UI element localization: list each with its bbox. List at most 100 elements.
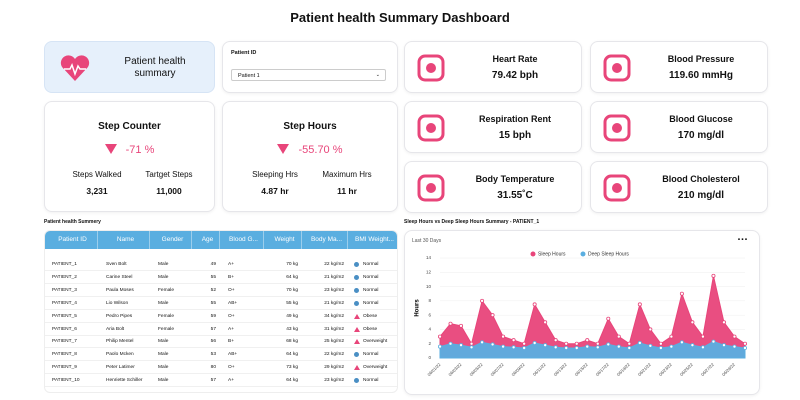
y-tick-label: 14: [426, 255, 432, 260]
chart-title: Sleep Hours vs Deep Sleep Hours Summary …: [404, 219, 540, 225]
table-cell: Pedro Pipes: [106, 313, 133, 319]
vital-card: Blood Glucose 170 mg/dl: [590, 101, 768, 153]
point: [522, 345, 527, 350]
table-cell: Carine Steel: [106, 274, 133, 280]
vital-icon: [603, 54, 631, 82]
step-change: -71 %: [45, 144, 214, 156]
table-cell: PATIENT_8: [52, 352, 77, 358]
table-cell: 53: [210, 352, 216, 358]
table-cell: 56: [210, 339, 216, 345]
bmi-icon: [354, 378, 359, 384]
table-cell: Paula Moses: [106, 287, 134, 293]
point: [522, 341, 527, 346]
column-header: Age: [196, 231, 220, 249]
point: [606, 342, 611, 347]
point: [585, 344, 590, 349]
table-cell: PATIENT_2: [52, 274, 77, 280]
column-header: BMI Weight...: [352, 231, 397, 249]
table-cell: 43 kg: [286, 326, 298, 332]
y-tick-label: 10: [426, 284, 432, 289]
table-cell: 55 kg: [286, 300, 298, 306]
point: [543, 343, 548, 348]
table-cell: 70 kg: [286, 262, 298, 267]
point: [595, 345, 600, 350]
table-cell: A+: [228, 262, 235, 267]
row-line: [45, 347, 397, 349]
step-card: Step Hours -55.70 % Sleeping Hrs 4.87 hr Max…: [222, 101, 398, 212]
step-title: Step Hours: [283, 121, 337, 132]
point: [585, 338, 590, 343]
stat-label: Tartget Steps: [145, 170, 193, 179]
patient-dropdown[interactable]: Patient 1 ⌄: [231, 69, 386, 81]
table-cell: 59: [210, 313, 216, 319]
chart-menu[interactable]: …: [737, 231, 748, 243]
x-tick-label: 06/17/22: [595, 361, 611, 377]
point: [511, 345, 516, 350]
vital-label: Blood Pressure: [667, 54, 735, 64]
table-cell: 49: [210, 262, 216, 267]
table-cell: Female: [158, 287, 174, 293]
dropdown-arrow: ⌄: [375, 72, 380, 78]
table-cell: A+: [228, 326, 235, 332]
point: [480, 340, 485, 345]
x-tick-label: 06/23/22: [658, 361, 674, 377]
table-cell: 52: [210, 287, 216, 293]
point: [543, 320, 548, 325]
table-cell: 64 kg: [286, 274, 298, 280]
vital-label: Blood Cholesterol: [662, 174, 740, 184]
point: [743, 345, 748, 350]
table-header: Patient ID Name Gender Age Blood G... Weight B…: [45, 231, 397, 249]
table-cell: Overweight: [363, 339, 388, 345]
table-cell: Obese: [363, 313, 378, 319]
column-header: Name: [102, 231, 150, 249]
table: Patient ID Name Gender Age Blood G... Weight B…: [44, 230, 398, 393]
y-tick-label: 2: [428, 341, 431, 346]
vital-label: Body Temperature: [475, 174, 555, 184]
point: [574, 341, 579, 346]
table-cell: 31 kg/m2: [324, 326, 344, 332]
point: [511, 338, 516, 343]
bmi-icon: [354, 287, 359, 293]
bmi-icon: [354, 274, 359, 280]
x-tick-label: 06/27/22: [700, 361, 716, 377]
table-cell: 49 kg: [286, 313, 298, 319]
row-line: [45, 295, 397, 297]
table-cell: 64 kg: [286, 352, 298, 358]
row-line: [45, 386, 397, 388]
vital-card: Blood Cholesterol 210 mg/dl: [590, 161, 768, 213]
stat-value: 3,231: [86, 186, 108, 196]
point: [437, 334, 442, 339]
vital-icon: [417, 54, 445, 82]
vital-value: 15 bph: [498, 130, 532, 141]
x-tick-label: 06/13/22: [553, 361, 569, 377]
table-cell: PATIENT_5: [52, 313, 77, 319]
summary-card: Patient health summary: [44, 41, 215, 93]
chart-subtitle: Last 30 Days: [412, 238, 442, 244]
table-cell: Normal: [363, 287, 379, 293]
table-cell: 55: [210, 274, 216, 280]
point: [627, 341, 632, 346]
point: [564, 345, 569, 350]
point: [574, 345, 579, 350]
page-title: Patient health Summary Dashboard: [290, 10, 510, 25]
patient-card card: Patient ID Patient 1 ⌄: [222, 41, 398, 93]
point: [700, 345, 705, 350]
vital-label: Heart Rate: [492, 54, 538, 64]
point: [606, 316, 611, 321]
table-cell: Obese: [363, 326, 378, 332]
summary-title: Patient health summary: [124, 56, 186, 79]
point: [732, 334, 737, 339]
table-cell: Lio Wilson: [106, 300, 129, 306]
point: [480, 298, 485, 303]
x-tick-label: 06/15/22: [574, 361, 590, 377]
bmi-icon: [354, 365, 360, 371]
y-axis-label: Hours: [415, 299, 421, 317]
stat-label: Steps Walked: [72, 170, 122, 179]
table-cell: Henriette Schiller: [106, 378, 143, 384]
stat-value: 11,000: [156, 186, 182, 196]
table-cell: PATIENT_9: [52, 365, 77, 371]
x-tick-label: 06/19/22: [616, 361, 632, 377]
point: [690, 320, 695, 325]
point: [448, 321, 453, 326]
